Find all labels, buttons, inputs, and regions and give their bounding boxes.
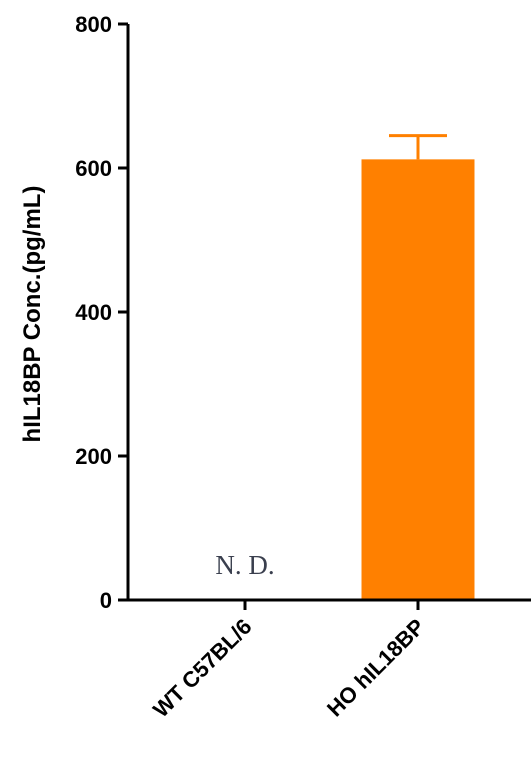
y-tick-label: 400 bbox=[75, 300, 112, 325]
x-tick-label: WT C57BL/6 bbox=[148, 614, 256, 722]
y-tick-label: 800 bbox=[75, 12, 112, 37]
error-bars bbox=[389, 134, 447, 160]
x-tick-label: HO hIL18BP bbox=[322, 614, 430, 722]
not-detected-label: N. D. bbox=[215, 550, 274, 580]
y-tick-label: 200 bbox=[75, 444, 112, 469]
y-axis-title: hIL18BP Conc.(pg/mL) bbox=[19, 186, 46, 443]
y-tick-label: 0 bbox=[100, 588, 112, 613]
y-axis-ticks: 0 200 400 600 800 bbox=[75, 12, 128, 613]
bar bbox=[361, 159, 475, 601]
x-axis-ticks: WT C57BL/6 HO hIL18BP bbox=[148, 600, 430, 722]
y-tick-label: 600 bbox=[75, 156, 112, 181]
annotations: N. D. bbox=[215, 550, 274, 580]
bars bbox=[361, 159, 475, 601]
